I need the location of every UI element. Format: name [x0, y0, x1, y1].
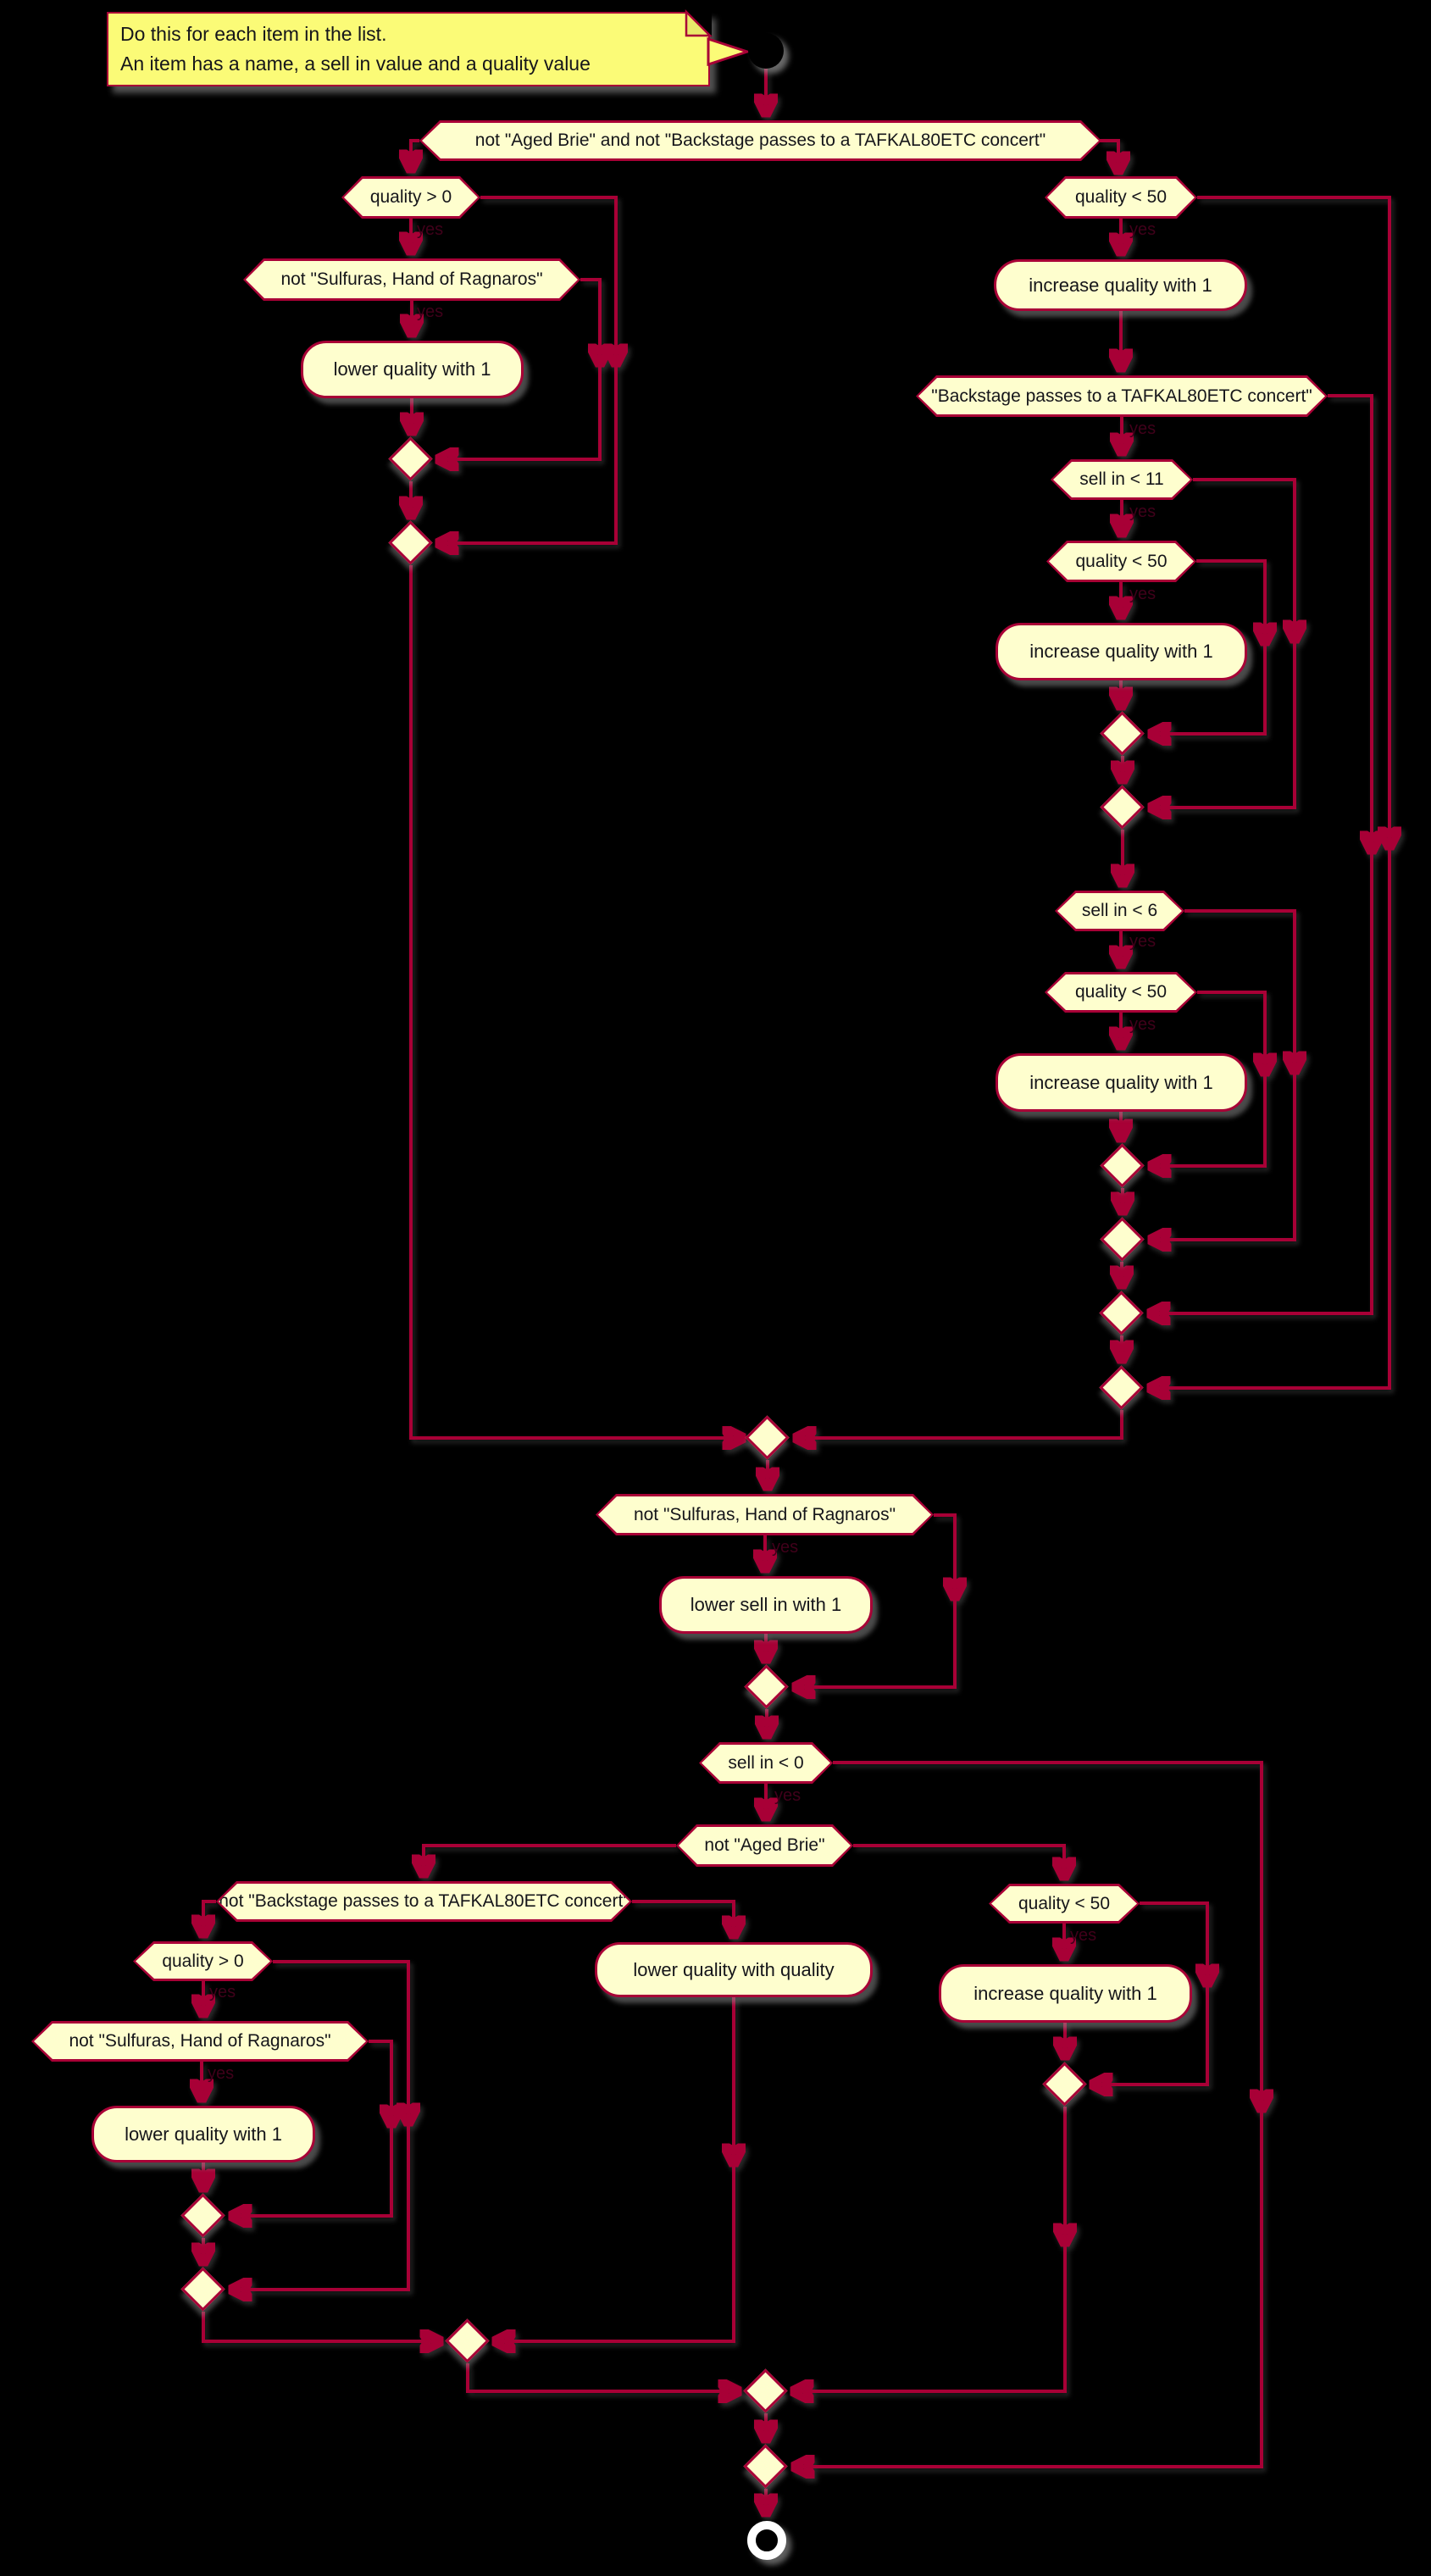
decision-quality-lt-50-1: quality < 50	[1045, 176, 1197, 219]
yes-label: yes	[417, 220, 444, 239]
yes-label: yes	[774, 1786, 801, 1805]
end-node	[747, 2521, 786, 2560]
decision-quality-gt-0-2: quality > 0	[133, 1941, 273, 1981]
decision-quality-lt-50-3: quality < 50	[1045, 972, 1197, 1013]
decision-sell-in-lt-6: sell in < 6	[1055, 891, 1184, 931]
decision-sell-in-lt-0: sell in < 0	[699, 1742, 833, 1784]
decision-not-sulfuras-1: not "Sulfuras, Hand of Ragnaros"	[243, 258, 580, 301]
yes-label: yes	[1129, 932, 1156, 951]
decision-backstage-passes: "Backstage passes to a TAFKAL80ETC conce…	[916, 375, 1328, 417]
yes-label: yes	[1129, 1015, 1156, 1034]
note-fold-icon	[685, 8, 713, 37]
yes-label: yes	[209, 1983, 236, 2001]
activity-lower-quality-1: lower quality with 1	[301, 341, 524, 398]
decision-not-sulfuras-3: not "Sulfuras, Hand of Ragnaros"	[31, 2021, 369, 2062]
decision-not-backstage: not "Backstage passes to a TAFKAL80ETC c…	[216, 1881, 632, 1922]
yes-label: yes	[417, 303, 444, 321]
yes-label: yes	[1070, 1926, 1097, 1945]
yes-label: yes	[208, 2064, 235, 2083]
yes-label: yes	[1129, 419, 1156, 438]
activity-increase-quality-3: increase quality with 1	[996, 1053, 1247, 1112]
activity-increase-quality-4: increase quality with 1	[939, 1964, 1192, 2023]
start-node	[748, 33, 784, 69]
note-pointer-icon	[707, 37, 751, 66]
note-line: Do this for each item in the list.	[120, 23, 387, 45]
decision-not-aged-brie: not "Aged Brie"	[676, 1824, 853, 1867]
activity-increase-quality-2: increase quality with 1	[996, 623, 1247, 680]
yes-label: yes	[1129, 585, 1156, 603]
decision-quality-lt-50-2: quality < 50	[1046, 541, 1196, 582]
note-line: An item has a name, a sell in value and …	[120, 53, 591, 75]
yes-label: yes	[1129, 220, 1156, 239]
activity-increase-quality-1: increase quality with 1	[994, 259, 1247, 311]
decision-sell-in-lt-11: sell in < 11	[1051, 459, 1193, 500]
activity-lower-quality-2: lower quality with 1	[92, 2106, 315, 2162]
yes-label: yes	[1129, 502, 1156, 521]
decision-quality-gt-0-1: quality > 0	[341, 176, 480, 219]
activity-lower-quality-with-quality: lower quality with quality	[595, 1942, 873, 1997]
decision-not-brie-and-not-backstage: not "Aged Brie" and not "Backstage passe…	[419, 120, 1101, 161]
decision-quality-lt-50-4: quality < 50	[989, 1884, 1140, 1924]
activity-lower-sell-in: lower sell in with 1	[659, 1576, 873, 1634]
yes-label: yes	[772, 1538, 799, 1557]
decision-not-sulfuras-2: not "Sulfuras, Hand of Ragnaros"	[596, 1494, 934, 1535]
note: Do this for each item in the list. An it…	[107, 12, 710, 86]
